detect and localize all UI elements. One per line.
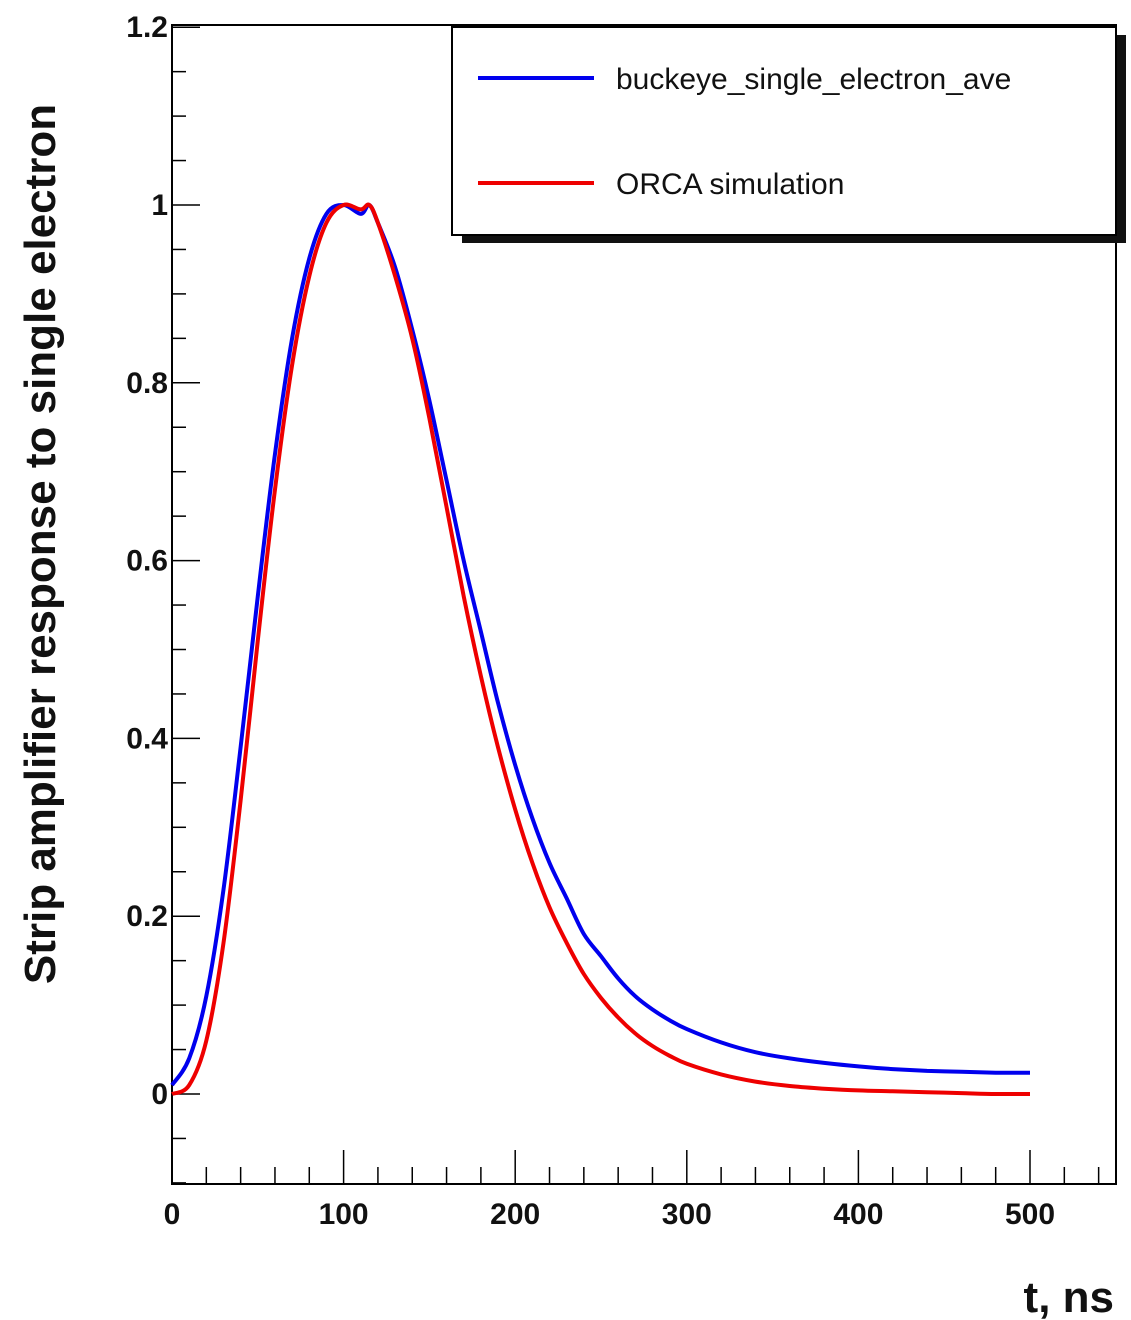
y-tick-label: 0.4 — [126, 722, 168, 755]
x-axis-title: t, ns — [1024, 1273, 1114, 1320]
x-tick-label: 0 — [164, 1198, 181, 1231]
y-tick-label: 0.8 — [126, 367, 168, 400]
y-tick-label: 0.2 — [126, 900, 168, 933]
series-layer — [170, 202, 1031, 1097]
series-line-buckeye — [170, 202, 1031, 1087]
series-line-orca — [171, 202, 1031, 1097]
x-tick-label: 400 — [833, 1198, 883, 1231]
y-tick-label: 1.2 — [126, 11, 168, 44]
x-tick-label: 300 — [662, 1198, 712, 1231]
legend-box — [451, 26, 1117, 236]
y-tick-label: 0 — [151, 1078, 168, 1111]
y-tick-label: 0.6 — [126, 545, 168, 578]
legend-label-buckeye: buckeye_single_electron_ave — [616, 63, 1011, 96]
ticks: 0 0.2 0.4 0.6 0.8 1 1.2 0 100 200 300 400 500 — [126, 11, 1100, 1231]
y-axis-title: Strip amplifier response to single elect… — [16, 104, 65, 984]
legend-label-orca: ORCA simulation — [616, 168, 844, 201]
x-tick-label: 100 — [319, 1198, 369, 1231]
x-tick-label: 200 — [490, 1198, 540, 1231]
y-tick-label: 1 — [151, 189, 168, 222]
x-tick-label: 500 — [1005, 1198, 1055, 1231]
legend: buckeye_single_electron_ave ORCA simulat… — [451, 26, 1126, 243]
